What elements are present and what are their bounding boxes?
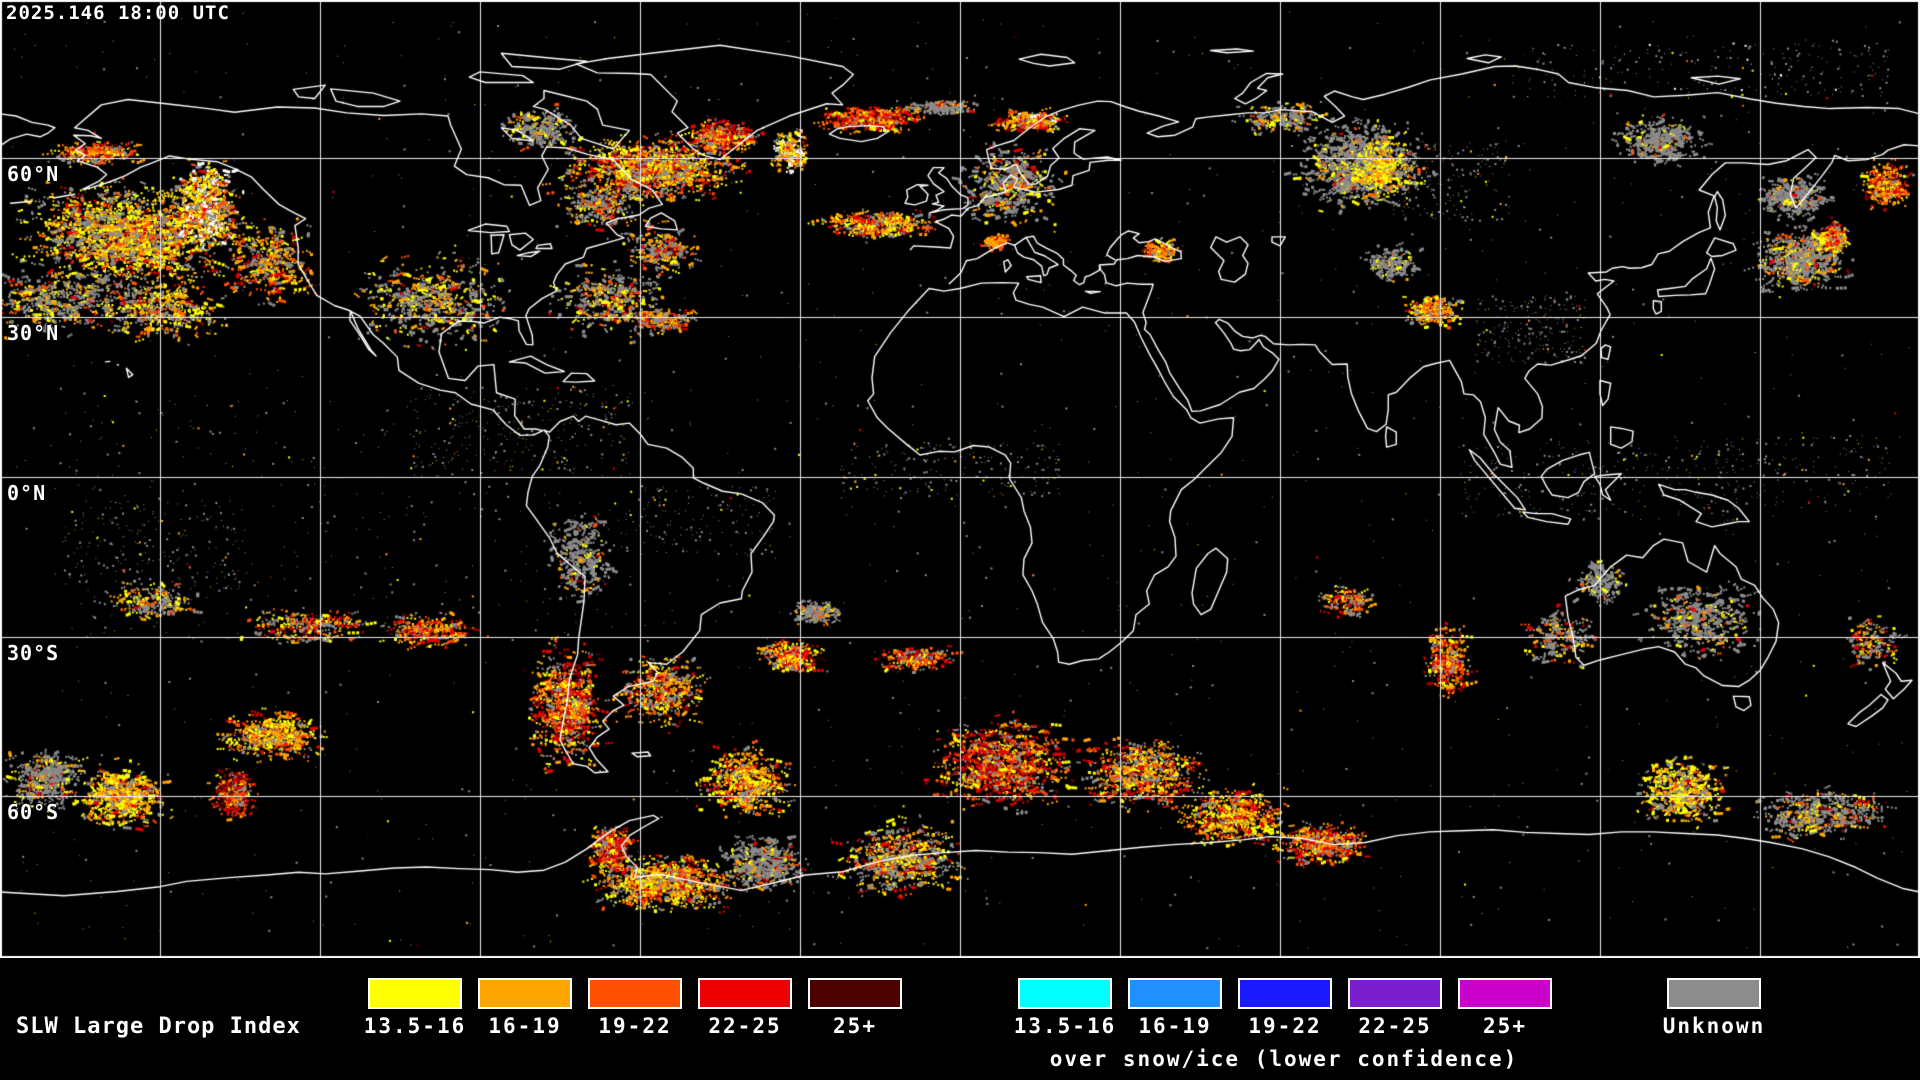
legend-swatch	[1458, 978, 1552, 1009]
legend-range-label: 19-22	[598, 1014, 672, 1038]
legend-range-label: Unknown	[1662, 1014, 1766, 1038]
latitude-label: 60°N	[7, 162, 60, 186]
legend-swatch	[1238, 978, 1332, 1009]
legend-swatch	[1667, 978, 1761, 1009]
legend-swatch	[478, 978, 572, 1009]
legend-title: SLW Large Drop Index	[16, 1014, 301, 1039]
legend-swatch	[588, 978, 682, 1009]
legend-range-label: 16-19	[1138, 1014, 1212, 1038]
legend-swatch	[698, 978, 792, 1009]
legend-range-label: 13.5-16	[363, 1014, 467, 1038]
legend-range-label: 16-19	[488, 1014, 562, 1038]
legend-swatch	[808, 978, 902, 1009]
legend-range-label: 13.5-16	[1013, 1014, 1117, 1038]
legend-swatch	[1348, 978, 1442, 1009]
legend-swatch	[1128, 978, 1222, 1009]
latitude-label: 0°N	[7, 481, 47, 505]
legend-range-label: 19-22	[1248, 1014, 1322, 1038]
latitude-label: 60°S	[7, 800, 60, 824]
legend-range-label: 22-25	[708, 1014, 782, 1038]
legend-range-label: 25+	[833, 1014, 877, 1038]
legend-swatch	[368, 978, 462, 1009]
legend-range-label: 22-25	[1358, 1014, 1432, 1038]
timestamp: 2025.146 18:00 UTC	[6, 2, 230, 24]
legend-snow-ice-caption: over snow/ice (lower confidence)	[1049, 1047, 1519, 1071]
legend-range-label: 25+	[1483, 1014, 1527, 1038]
world-map-canvas	[0, 0, 1920, 958]
legend-bar: SLW Large Drop Index over snow/ice (lowe…	[0, 958, 1920, 1080]
latitude-label: 30°S	[7, 641, 60, 665]
latitude-label: 30°N	[7, 321, 60, 345]
legend-swatch	[1018, 978, 1112, 1009]
